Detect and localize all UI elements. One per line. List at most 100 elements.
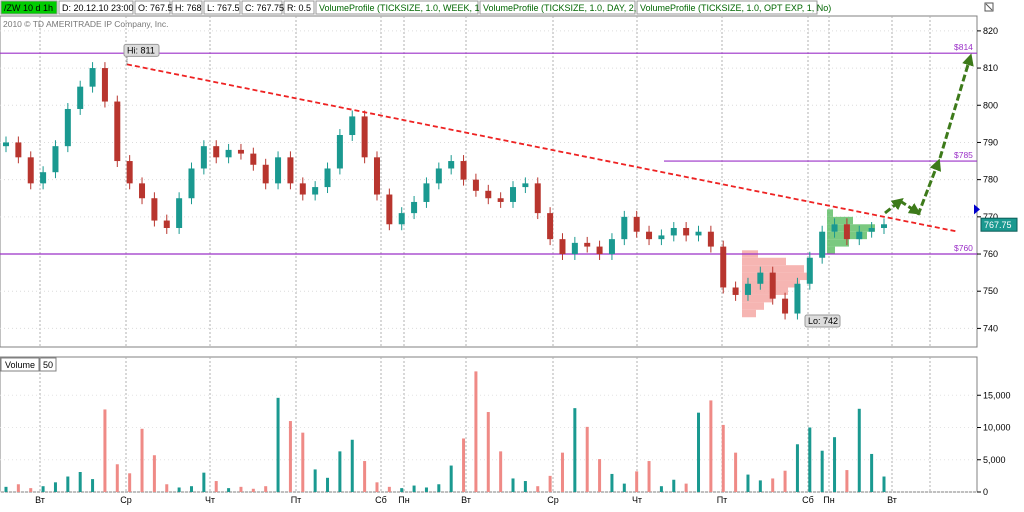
- candle-body: [64, 108, 71, 147]
- time-tick-label: Сб: [802, 495, 814, 505]
- candle-body: [497, 198, 504, 202]
- price-tick-label: 740: [983, 323, 998, 333]
- candle-body: [448, 161, 455, 169]
- volume-tick-label: 0: [983, 487, 988, 497]
- header-field-4: L: 767.5: [207, 3, 240, 13]
- candle-body: [646, 231, 653, 240]
- candle-body: [126, 161, 133, 184]
- volume-bar: [301, 432, 305, 492]
- candle-body: [89, 68, 96, 87]
- projection-arrow: [899, 199, 922, 215]
- candle-body: [695, 231, 702, 236]
- volume-bar: [338, 451, 342, 492]
- volume-bar: [251, 488, 255, 492]
- candle-body: [213, 146, 220, 158]
- candle-body: [744, 283, 751, 295]
- price-series: [3, 62, 887, 320]
- volume-bar: [313, 469, 317, 492]
- volume-bar: [350, 439, 354, 492]
- volume-bar: [202, 472, 206, 492]
- volume-bar: [783, 470, 787, 492]
- price-pointer-icon: [974, 204, 980, 215]
- high-label: Hi: 811: [127, 45, 155, 55]
- volume-bar: [276, 397, 280, 492]
- candle-body: [114, 101, 121, 162]
- volume-bar: [462, 438, 466, 492]
- volume-tick-label: 15,000: [983, 390, 1011, 400]
- candle-body: [237, 149, 244, 154]
- volume-bar: [189, 486, 193, 492]
- candle-body: [485, 190, 492, 199]
- candle-body: [423, 183, 430, 202]
- volume-bar: [635, 471, 639, 492]
- volume-axis: 0 5,000 10,000 15,000: [977, 390, 1011, 497]
- candle-body: [139, 183, 146, 199]
- time-tick-label: Пт: [717, 495, 728, 505]
- volume-bar: [857, 408, 861, 492]
- volume-bar: [598, 459, 602, 492]
- volume-bar: [437, 484, 441, 492]
- candle-body: [361, 116, 368, 158]
- candle-body: [151, 198, 158, 221]
- price-tick-label: 790: [983, 137, 998, 147]
- volume-label: Volume 50: [0, 357, 57, 372]
- volume-label-text: Volume: [5, 360, 35, 370]
- candle-body: [373, 157, 380, 195]
- candle-body: [435, 168, 442, 184]
- volume-bar: [548, 475, 552, 492]
- volume-bar: [795, 444, 799, 492]
- candle-body: [40, 172, 47, 184]
- header-field-1: D: 20.12.10 23:00: [62, 3, 134, 13]
- candle-body: [312, 187, 319, 195]
- candle-body: [386, 194, 393, 225]
- candle-body: [596, 246, 603, 255]
- volume-bar: [820, 450, 824, 492]
- panel-toggle-icon-stroke: [985, 3, 993, 11]
- volume-bar: [387, 486, 391, 492]
- header-field-3: H: 768: [175, 3, 202, 13]
- volume-bar: [103, 409, 107, 492]
- resistance-trendline: [126, 63, 959, 233]
- red-profile-bar: [742, 257, 786, 266]
- volume-bar: [474, 371, 478, 492]
- volume-bar: [140, 428, 144, 492]
- volume-bar: [264, 486, 268, 492]
- volume-series: [4, 371, 886, 492]
- volume-bar: [659, 486, 663, 492]
- price-tick-label: 770: [983, 212, 998, 222]
- time-tick-label: Ср: [547, 495, 559, 505]
- header-field-2: O: 767.5: [138, 3, 173, 13]
- volume-bar: [363, 461, 367, 492]
- candle-body: [720, 246, 727, 288]
- volume-bar: [424, 487, 428, 492]
- candle-body: [806, 257, 813, 284]
- green-profile-bar: [827, 224, 875, 232]
- candle-body: [831, 224, 838, 232]
- header-field-box: [479, 0, 636, 15]
- low-label-box: [804, 314, 841, 328]
- candle-body: [200, 146, 207, 169]
- candle-body: [472, 179, 479, 191]
- level-label: $814: [954, 42, 973, 52]
- price-panel: [0, 15, 978, 348]
- time-tick-label: Пн: [398, 495, 409, 505]
- volume-bar: [560, 452, 564, 492]
- volume-bar: [647, 461, 651, 492]
- volume-bar: [214, 481, 218, 492]
- last-price-box: [980, 217, 1018, 232]
- volume-bar: [165, 484, 169, 492]
- volume-bar: [709, 400, 713, 492]
- volume-bar: [573, 408, 577, 492]
- candle-body: [658, 235, 665, 240]
- volume-bar: [177, 487, 181, 492]
- time-tick-label: Сб: [375, 495, 387, 505]
- candle-body: [670, 227, 677, 236]
- volume-tick-label: 5,000: [983, 455, 1006, 465]
- green-profile-bar: [827, 216, 853, 225]
- header-field-box: [171, 0, 203, 15]
- header-field-box: [283, 0, 315, 15]
- trendline: [126, 63, 959, 233]
- candle-body: [275, 157, 282, 184]
- volume-bar: [622, 483, 626, 492]
